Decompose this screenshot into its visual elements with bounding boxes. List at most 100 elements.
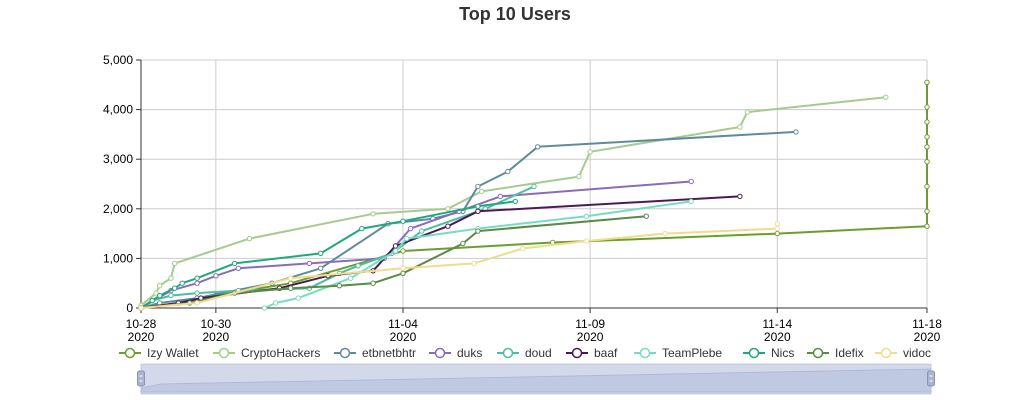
data-point[interactable]: [445, 206, 451, 212]
data-point[interactable]: [400, 270, 406, 276]
data-point[interactable]: [194, 275, 200, 281]
legend[interactable]: Izy Wallet CryptoHackers etbnetbhtr duks dou…: [119, 346, 931, 360]
zoom-handle[interactable]: [137, 370, 145, 387]
data-point[interactable]: [583, 238, 590, 244]
data-point[interactable]: [535, 144, 541, 150]
data-point[interactable]: [419, 228, 425, 234]
zoom-handle[interactable]: [927, 370, 935, 387]
legend-item[interactable]: CryptoHackers: [213, 346, 320, 360]
data-point[interactable]: [475, 228, 481, 234]
data-point[interactable]: [246, 235, 253, 242]
data-point[interactable]: [924, 183, 930, 190]
data-point[interactable]: [370, 280, 376, 286]
data-point[interactable]: [194, 300, 200, 306]
zoom-selection[interactable]: [141, 364, 931, 394]
data-point[interactable]: [213, 273, 219, 279]
data-point[interactable]: [194, 280, 200, 286]
data-point[interactable]: [231, 260, 238, 267]
data-point[interactable]: [460, 240, 466, 247]
legend-item[interactable]: Idefix: [807, 346, 864, 360]
data-point[interactable]: [168, 292, 174, 299]
data-point[interactable]: [445, 223, 451, 229]
data-point[interactable]: [471, 260, 477, 267]
data-point[interactable]: [400, 248, 406, 254]
data-point[interactable]: [497, 193, 503, 200]
series-duks[interactable]: [138, 178, 694, 311]
data-point[interactable]: [475, 183, 481, 190]
legend-item[interactable]: doud: [497, 346, 552, 360]
data-point[interactable]: [475, 208, 481, 215]
data-point[interactable]: [318, 250, 324, 257]
data-point[interactable]: [924, 208, 930, 215]
data-point[interactable]: [688, 198, 694, 205]
data-point[interactable]: [336, 283, 343, 289]
data-point[interactable]: [149, 297, 155, 304]
data-point[interactable]: [793, 129, 799, 135]
data-point[interactable]: [261, 305, 268, 311]
data-point[interactable]: [531, 183, 537, 190]
legend-item[interactable]: Nics: [743, 346, 794, 360]
data-point[interactable]: [520, 245, 526, 252]
data-point[interactable]: [924, 104, 930, 110]
zoom-handle-grip[interactable]: [927, 370, 935, 387]
data-point[interactable]: [392, 248, 399, 254]
data-point[interactable]: [774, 221, 780, 227]
data-point[interactable]: [168, 275, 174, 281]
data-point[interactable]: [576, 173, 582, 180]
series-line[interactable]: [140, 82, 928, 309]
data-zoom-slider[interactable]: [137, 363, 935, 395]
data-point[interactable]: [370, 211, 376, 217]
data-point[interactable]: [306, 260, 313, 267]
data-point[interactable]: [347, 275, 354, 281]
data-point[interactable]: [359, 225, 365, 232]
legend-item[interactable]: TeamPlebe: [634, 346, 722, 360]
data-point[interactable]: [235, 265, 242, 271]
data-point[interactable]: [478, 188, 485, 195]
data-point[interactable]: [288, 285, 294, 291]
data-point[interactable]: [138, 305, 144, 311]
data-point[interactable]: [318, 265, 324, 271]
data-point[interactable]: [643, 213, 649, 219]
data-point[interactable]: [737, 193, 743, 200]
data-point[interactable]: [924, 79, 930, 86]
data-point[interactable]: [355, 263, 361, 269]
data-point[interactable]: [273, 300, 279, 306]
legend-item[interactable]: duks: [429, 346, 482, 360]
data-point[interactable]: [407, 225, 414, 232]
series-line[interactable]: [140, 185, 535, 309]
data-point[interactable]: [924, 144, 930, 150]
data-point[interactable]: [288, 275, 294, 281]
data-point[interactable]: [744, 109, 750, 115]
data-point[interactable]: [153, 290, 159, 296]
data-point[interactable]: [179, 280, 185, 286]
data-point[interactable]: [512, 198, 518, 205]
data-point[interactable]: [688, 178, 694, 185]
data-point[interactable]: [883, 94, 889, 100]
legend-item[interactable]: Izy Wallet: [119, 346, 199, 360]
data-point[interactable]: [400, 265, 406, 271]
data-point[interactable]: [583, 213, 590, 219]
series-line[interactable]: [140, 223, 779, 309]
legend-item[interactable]: baaf: [566, 346, 618, 360]
data-point[interactable]: [404, 235, 410, 242]
series-vidoc[interactable]: [138, 221, 780, 311]
series-line[interactable]: [140, 130, 797, 309]
data-point[interactable]: [774, 230, 780, 237]
data-point[interactable]: [157, 292, 163, 299]
legend-item[interactable]: vidoc: [875, 346, 931, 360]
data-point[interactable]: [924, 134, 930, 140]
data-point[interactable]: [505, 168, 511, 175]
series-nics[interactable]: [138, 198, 518, 311]
data-point[interactable]: [157, 283, 163, 289]
data-point[interactable]: [392, 243, 399, 249]
data-point[interactable]: [400, 218, 406, 224]
data-point[interactable]: [172, 285, 178, 291]
series-etbnetbhtr[interactable]: [138, 129, 799, 311]
data-point[interactable]: [737, 124, 743, 130]
data-point[interactable]: [475, 203, 481, 210]
legend-item[interactable]: etbnetbhtr: [334, 346, 416, 360]
series-izy-wallet[interactable]: [138, 79, 930, 311]
data-point[interactable]: [924, 223, 930, 229]
data-point[interactable]: [172, 260, 178, 267]
series-teamplebe[interactable]: [261, 198, 694, 311]
